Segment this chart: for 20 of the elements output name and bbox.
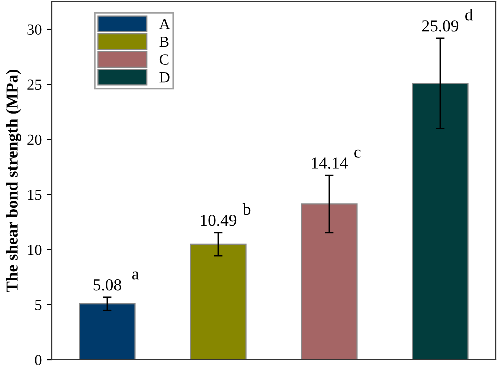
y-tick-label: 25	[28, 80, 42, 90]
y-tick-label: 10	[28, 244, 42, 256]
y-tick-label: 0	[35, 355, 42, 366]
annotation: b	[242, 203, 251, 216]
y-axis-title: The shear bond strength (MPa)	[6, 70, 22, 292]
annotation: d	[466, 9, 474, 21]
y-tick-label: 30	[28, 24, 42, 35]
data-label: 5.08	[94, 279, 122, 291]
legend-label: D	[160, 72, 170, 83]
y-tick-label: 5	[36, 300, 42, 310]
annotation: a	[132, 272, 140, 280]
legend-label: B	[160, 37, 169, 48]
data-label: 14.14	[312, 158, 348, 169]
data-label: 25.09	[422, 20, 459, 32]
y-tick-label: 15	[28, 190, 42, 200]
legend-label: C	[160, 54, 169, 65]
data-label: 10.49	[201, 214, 237, 226]
annotation: c	[354, 150, 361, 158]
y-tick-label: 20	[28, 134, 42, 146]
legend-label: A	[159, 19, 170, 30]
